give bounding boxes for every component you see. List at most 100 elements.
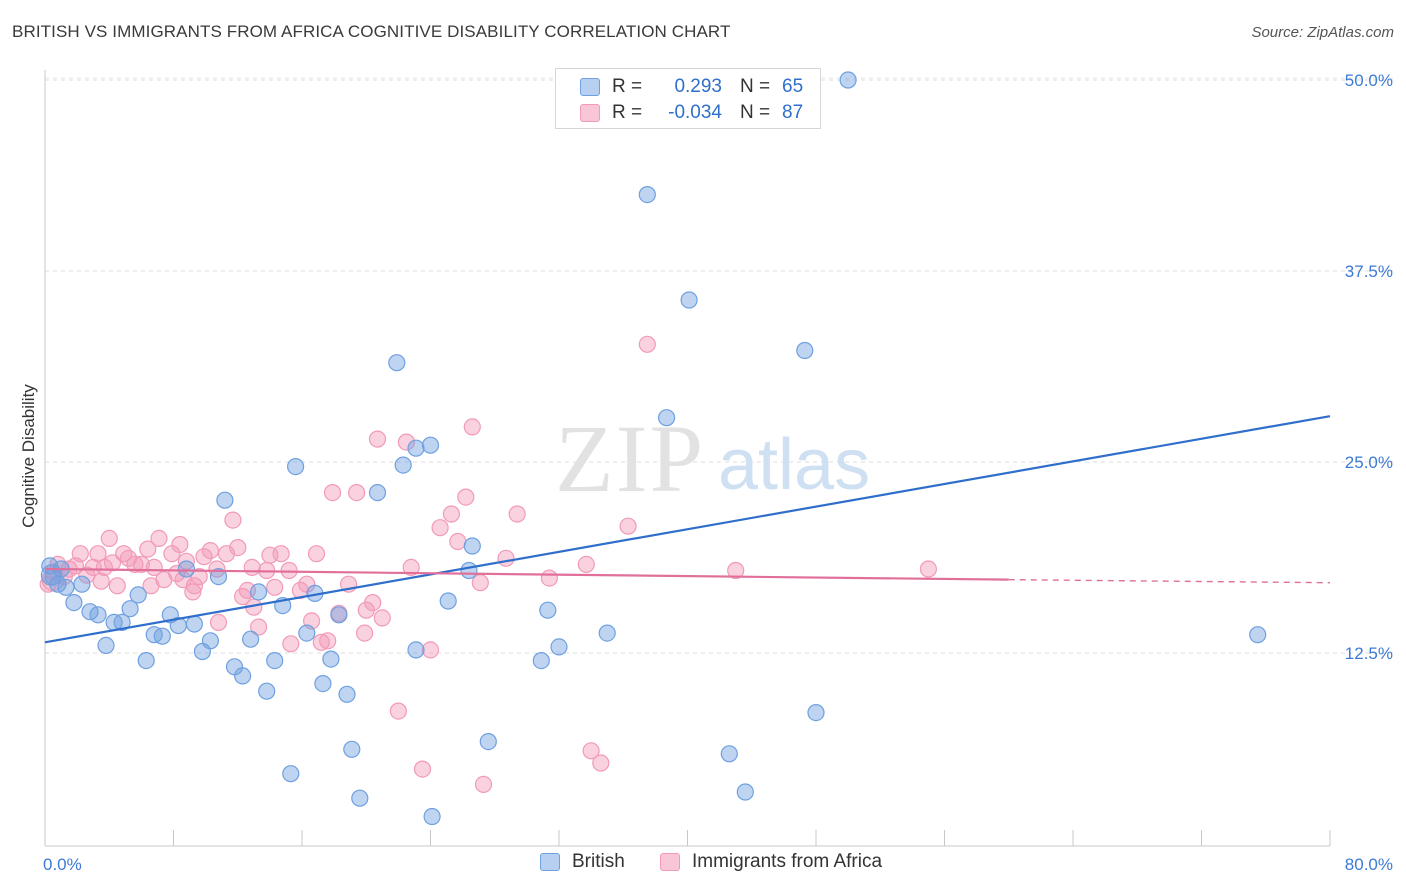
n-value: 87 bbox=[782, 102, 804, 123]
british-point bbox=[839, 71, 857, 89]
british-point bbox=[330, 606, 348, 624]
british-point bbox=[97, 636, 115, 655]
british-point bbox=[460, 561, 478, 580]
africa-point bbox=[142, 577, 160, 595]
africa-point bbox=[266, 578, 284, 596]
africa-point bbox=[348, 484, 366, 502]
watermark-atlas: atlas bbox=[718, 425, 870, 505]
africa-trend-line-extension bbox=[1008, 578, 1331, 584]
x-tick-label-max: 80.0% bbox=[1345, 855, 1393, 874]
africa-point bbox=[368, 430, 387, 448]
british-point bbox=[598, 624, 616, 642]
africa-point bbox=[229, 538, 247, 557]
africa-point bbox=[402, 558, 420, 577]
british-point bbox=[394, 456, 412, 474]
africa-point bbox=[373, 609, 391, 627]
watermark-zip: ZIP bbox=[555, 405, 705, 512]
british-point bbox=[65, 593, 83, 612]
africa-point bbox=[471, 574, 489, 592]
british-point bbox=[351, 789, 369, 807]
africa-point bbox=[224, 511, 242, 529]
british-point bbox=[463, 537, 481, 555]
africa-point bbox=[312, 633, 330, 651]
british-point bbox=[177, 560, 195, 578]
british-point bbox=[343, 740, 361, 758]
africa-point bbox=[582, 742, 600, 760]
africa-point bbox=[272, 545, 290, 563]
y-tick-label: 50.0% bbox=[1345, 71, 1393, 90]
legend-item-british[interactable]: British bbox=[540, 851, 625, 873]
british-point bbox=[298, 624, 316, 642]
africa-point bbox=[463, 418, 481, 436]
british-point bbox=[479, 732, 497, 751]
africa-point bbox=[280, 561, 298, 580]
africa-point bbox=[132, 555, 150, 574]
africa-point bbox=[592, 754, 610, 772]
british-point bbox=[73, 575, 91, 593]
british-point bbox=[129, 586, 147, 604]
africa-point bbox=[243, 558, 261, 577]
africa-point bbox=[126, 555, 144, 574]
africa-point bbox=[323, 484, 342, 502]
chart-title: BRITISH VS IMMIGRANTS FROM AFRICA COGNIT… bbox=[12, 22, 731, 41]
british-point bbox=[1249, 626, 1267, 644]
y-tick-label: 37.5% bbox=[1345, 262, 1393, 281]
n-label: N = bbox=[740, 76, 771, 97]
africa-point bbox=[397, 433, 415, 451]
british-point bbox=[234, 667, 252, 685]
british-point bbox=[421, 436, 440, 454]
africa-point bbox=[442, 505, 460, 523]
africa-point bbox=[100, 529, 118, 548]
africa-point bbox=[184, 583, 202, 601]
africa-point bbox=[540, 569, 559, 587]
r-label: R = bbox=[612, 76, 643, 97]
africa-point bbox=[190, 567, 208, 586]
x-tick-labels: 0.0% 80.0% bbox=[43, 855, 1393, 874]
africa-point bbox=[150, 529, 168, 548]
y-axis-label: Cognitive Disability bbox=[19, 384, 38, 528]
africa-point bbox=[727, 561, 745, 580]
y-tick-label: 25.0% bbox=[1345, 453, 1393, 472]
british-point bbox=[550, 638, 568, 656]
africa-point bbox=[389, 702, 407, 720]
british-point bbox=[314, 674, 332, 693]
british-point bbox=[638, 186, 656, 204]
series-africa-points bbox=[39, 335, 938, 794]
british-point bbox=[153, 627, 171, 645]
africa-point bbox=[171, 535, 189, 554]
africa-point bbox=[357, 601, 375, 619]
legend-row-africa: R = -0.034 N = 87 bbox=[580, 101, 803, 125]
british-point bbox=[113, 613, 131, 632]
africa-point bbox=[356, 624, 374, 642]
legend-item-africa[interactable]: Immigrants from Africa bbox=[660, 851, 882, 873]
british-point bbox=[242, 630, 260, 648]
africa-swatch bbox=[580, 104, 600, 122]
british-point bbox=[216, 491, 234, 509]
british-point bbox=[657, 409, 676, 427]
axes bbox=[44, 70, 1331, 847]
africa-point bbox=[619, 517, 637, 535]
watermark: ZIP atlas bbox=[555, 405, 870, 512]
africa-point bbox=[145, 558, 163, 577]
africa-point bbox=[638, 335, 656, 353]
r-value: -0.034 bbox=[668, 102, 722, 123]
british-point bbox=[121, 600, 139, 618]
r-value: 0.293 bbox=[674, 76, 722, 97]
africa-point bbox=[209, 613, 228, 632]
british-swatch bbox=[540, 853, 560, 871]
british-point bbox=[423, 807, 441, 826]
legend-label-british: British bbox=[572, 851, 625, 872]
africa-point bbox=[577, 555, 595, 574]
british-point bbox=[368, 484, 387, 502]
british-point bbox=[185, 615, 203, 633]
africa-point bbox=[508, 505, 526, 523]
british-point bbox=[57, 578, 75, 596]
r-label: R = bbox=[612, 102, 643, 123]
british-trend-line bbox=[44, 415, 1331, 644]
british-point bbox=[807, 703, 825, 722]
africa-point bbox=[919, 560, 938, 578]
africa-point bbox=[319, 632, 337, 650]
africa-point bbox=[413, 760, 432, 778]
british-point bbox=[539, 601, 557, 619]
africa-point bbox=[421, 641, 440, 659]
